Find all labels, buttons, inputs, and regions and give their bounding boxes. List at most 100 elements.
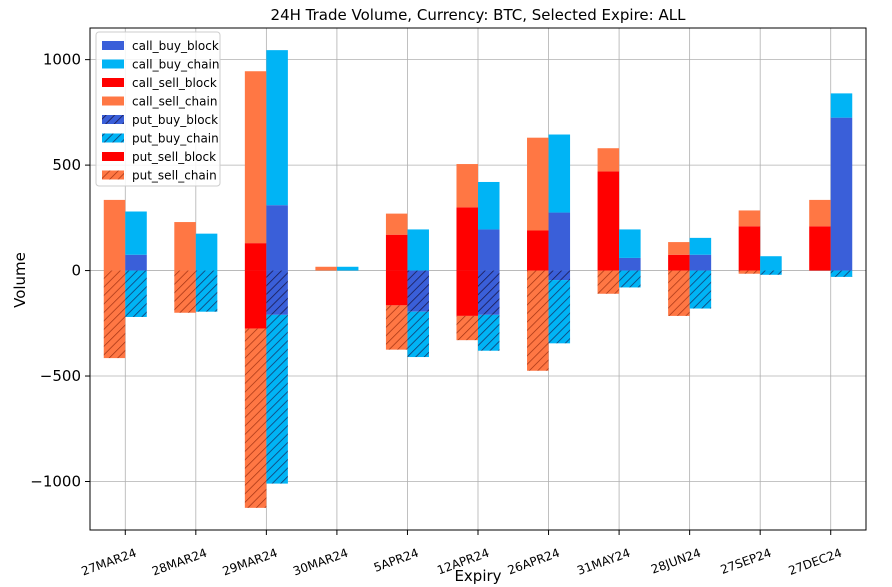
legend: call_buy_block call_buy_chain call_sell_bl… xyxy=(95,31,221,187)
legend-swatch-put_sell_block xyxy=(102,152,124,161)
bar-put_buy_block-5APR24 xyxy=(407,270,429,312)
y-tick-label-3: −500 xyxy=(40,367,81,385)
bar-call_buy_chain-28MAR24 xyxy=(195,233,218,271)
bar-put_sell_chain-27SEP24 xyxy=(738,270,761,274)
bar-put_sell_chain-31MAY24 xyxy=(597,270,620,294)
bar-call_buy_block-29MAR24 xyxy=(266,205,288,271)
bar-call_sell_block-27DEC24 xyxy=(809,226,831,271)
bar-call_sell_chain-29MAR24 xyxy=(244,71,267,244)
bar-call_buy_chain-5APR24 xyxy=(407,229,429,271)
bar-call_buy_chain-27DEC24 xyxy=(830,93,853,118)
bar-call_buy_chain-28JUN24 xyxy=(689,237,712,255)
bar-put_buy_chain-27MAR24 xyxy=(125,270,147,317)
y-tick-label-0: 1000 xyxy=(43,51,81,69)
bar-call_sell_chain-28MAR24 xyxy=(174,222,196,271)
legend-label-call_sell_block: call_sell_block xyxy=(132,76,217,90)
bar-call_buy_block-28JUN24 xyxy=(689,254,712,271)
legend-swatch-put_buy_chain xyxy=(102,133,124,143)
x-tick-label-29MAR24: 29MAR24 xyxy=(221,546,280,579)
legend-swatch-call_buy_chain xyxy=(102,59,124,69)
bars-layer xyxy=(103,50,853,508)
bar-put_buy_chain-28MAR24 xyxy=(195,270,218,312)
bar-put_buy_chain-27DEC24 xyxy=(830,270,853,277)
bar-put_buy_chain-5APR24 xyxy=(407,311,429,358)
bar-call_buy_chain-30MAR24 xyxy=(336,266,359,271)
bar-put_buy_chain-29MAR24 xyxy=(266,314,288,484)
bar-put_sell_block-12APR24 xyxy=(456,270,478,316)
bar-put_sell_block-29MAR24 xyxy=(244,270,267,329)
legend-label-put_sell_chain: put_sell_chain xyxy=(132,169,217,183)
bar-call_sell_block-12APR24 xyxy=(456,207,478,271)
bar-put_buy_chain-28JUN24 xyxy=(689,270,712,309)
bar-call_sell_chain-31MAY24 xyxy=(597,148,620,172)
bar-put_sell_chain-26APR24 xyxy=(527,270,549,371)
y-tick-label-1: 500 xyxy=(52,156,81,174)
axes-layer xyxy=(85,27,867,535)
bar-put_sell_chain-5APR24 xyxy=(385,305,408,350)
legend-swatch-call_buy_block xyxy=(102,41,124,50)
legend-swatch-call_sell_chain xyxy=(102,96,124,106)
bar-put_buy_chain-26APR24 xyxy=(548,280,571,344)
bar-call_sell_chain-30MAR24 xyxy=(315,266,337,271)
bar-call_sell_chain-26APR24 xyxy=(527,137,549,231)
x-tick-label-31MAY24: 31MAY24 xyxy=(575,546,632,578)
bar-put_buy_chain-27SEP24 xyxy=(760,270,782,275)
legend-label-call_sell_chain: call_sell_chain xyxy=(132,95,217,109)
bar-call_sell_chain-27SEP24 xyxy=(738,210,761,227)
legend-swatch-put_sell_chain xyxy=(102,170,124,180)
legend-swatch-put_buy_block xyxy=(102,115,124,124)
x-tick-label-28JUN24: 28JUN24 xyxy=(649,546,703,577)
bar-call_sell_block-26APR24 xyxy=(527,230,549,271)
x-tick-label-28MAR24: 28MAR24 xyxy=(150,546,209,579)
bar-put_buy_block-26APR24 xyxy=(548,270,571,281)
y-tick-label-4: −1000 xyxy=(30,472,81,490)
x-tick-label-27SEP24: 27SEP24 xyxy=(719,546,774,577)
bar-put_buy_block-29MAR24 xyxy=(266,270,288,315)
x-tick-label-30MAR24: 30MAR24 xyxy=(291,546,350,579)
bar-call_buy_chain-27SEP24 xyxy=(760,256,782,271)
x-tick-label-27MAR24: 27MAR24 xyxy=(80,546,139,579)
bar-call_sell_chain-27MAR24 xyxy=(103,199,126,271)
bar-put_sell_block-5APR24 xyxy=(385,270,408,306)
legend-box xyxy=(95,31,221,187)
bar-call_buy_block-27DEC24 xyxy=(830,117,853,271)
bar-call_sell_block-29MAR24 xyxy=(244,243,267,271)
bar-put_sell_chain-28MAR24 xyxy=(174,270,196,313)
bar-call_buy_block-26APR24 xyxy=(548,212,571,271)
bar-call_sell_chain-28JUN24 xyxy=(668,242,690,255)
bar-put_buy_chain-31MAY24 xyxy=(619,270,641,288)
y-tick-label-2: 0 xyxy=(71,262,81,280)
bar-call_sell_block-5APR24 xyxy=(385,234,408,271)
bar-call_sell_block-27SEP24 xyxy=(738,226,761,271)
bar-call_buy_chain-27MAR24 xyxy=(125,211,147,255)
bar-put_buy_chain-12APR24 xyxy=(478,314,500,351)
bar-call_buy_chain-12APR24 xyxy=(478,181,500,230)
bar-call_buy_chain-29MAR24 xyxy=(266,50,288,206)
x-axis-label: Expiry xyxy=(454,567,501,585)
legend-label-call_buy_block: call_buy_block xyxy=(132,39,219,53)
x-tick-label-27DEC24: 27DEC24 xyxy=(787,546,844,578)
bar-put_sell_chain-28JUN24 xyxy=(668,270,690,316)
legend-label-put_buy_block: put_buy_block xyxy=(132,113,218,127)
bar-put_sell_chain-29MAR24 xyxy=(244,328,267,508)
y-axis-label: Volume xyxy=(11,252,29,308)
chart-title: 24H Trade Volume, Currency: BTC, Selecte… xyxy=(271,6,687,24)
legend-label-put_sell_block: put_sell_block xyxy=(132,150,216,164)
bar-call_sell_chain-27DEC24 xyxy=(809,199,831,227)
bar-put_sell_chain-12APR24 xyxy=(456,315,478,341)
x-tick-label-26APR24: 26APR24 xyxy=(506,546,562,578)
bar-put_buy_block-12APR24 xyxy=(478,270,500,315)
bar-call_buy_block-27MAR24 xyxy=(125,254,147,271)
legend-swatch-call_sell_block xyxy=(102,78,124,87)
legend-label-call_buy_chain: call_buy_chain xyxy=(132,58,219,72)
y-tick-labels: 1000 500 0 −500 −1000 xyxy=(30,51,81,491)
bar-call_sell_block-28JUN24 xyxy=(668,254,690,271)
bar-call_buy_chain-26APR24 xyxy=(548,134,571,213)
bar-call_buy_block-12APR24 xyxy=(478,229,500,271)
x-tick-label-5APR24: 5APR24 xyxy=(372,546,421,575)
bar-call_buy_chain-31MAY24 xyxy=(619,229,641,258)
bar-call_sell_chain-12APR24 xyxy=(456,164,478,208)
legend-label-put_buy_chain: put_buy_chain xyxy=(132,132,219,146)
